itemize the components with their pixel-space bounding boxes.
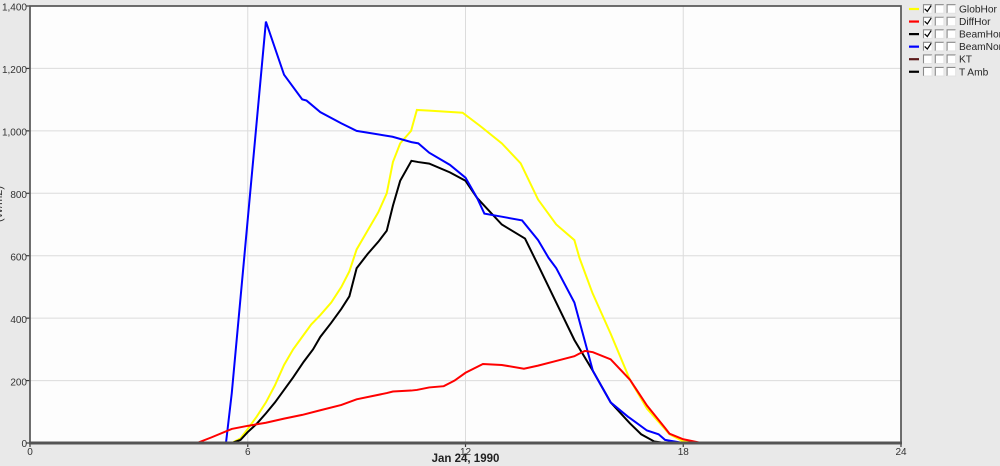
svg-text:400: 400 bbox=[10, 315, 27, 326]
svg-text:BeamHor: BeamHor bbox=[959, 30, 1000, 41]
svg-text:KT: KT bbox=[959, 55, 972, 66]
svg-text:T Amb: T Amb bbox=[959, 67, 989, 78]
svg-text:6: 6 bbox=[245, 447, 251, 458]
svg-text:200: 200 bbox=[10, 378, 27, 389]
svg-text:0: 0 bbox=[27, 447, 33, 458]
svg-text:Jan 24, 1990: Jan 24, 1990 bbox=[432, 453, 500, 465]
svg-text:600: 600 bbox=[10, 253, 27, 264]
svg-text:24: 24 bbox=[895, 447, 907, 458]
svg-text:1,200: 1,200 bbox=[2, 65, 27, 76]
svg-text:(W/m2): (W/m2) bbox=[0, 186, 5, 222]
svg-text:GlobHor: GlobHor bbox=[959, 5, 998, 16]
svg-text:1,400: 1,400 bbox=[2, 3, 27, 14]
svg-text:1,000: 1,000 bbox=[2, 128, 27, 139]
svg-text:800: 800 bbox=[10, 190, 27, 201]
svg-text:DiffHor: DiffHor bbox=[959, 17, 991, 28]
svg-text:BeamNor: BeamNor bbox=[959, 42, 1000, 53]
svg-text:18: 18 bbox=[678, 447, 690, 458]
